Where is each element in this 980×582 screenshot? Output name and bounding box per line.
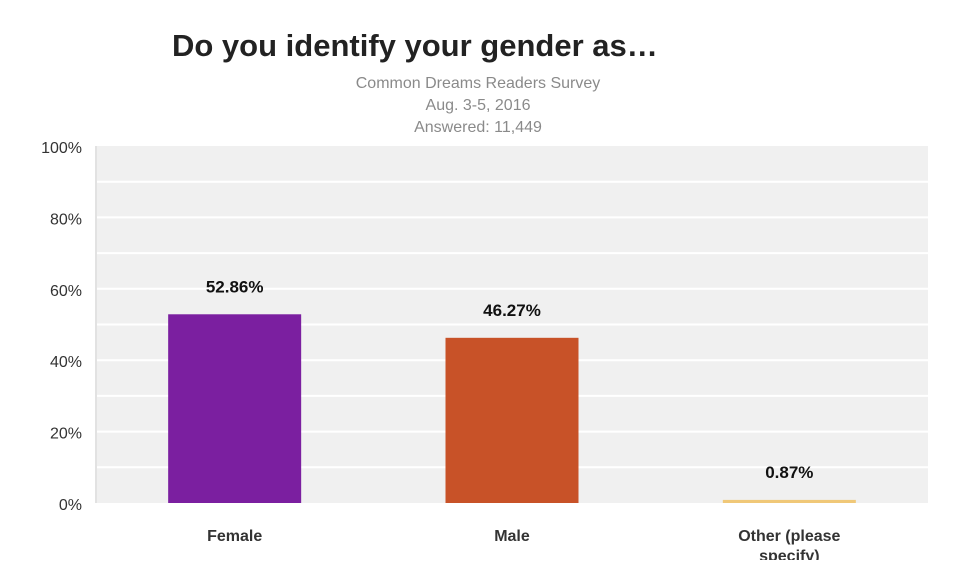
chart-subtitle-date: Aug. 3-5, 2016 <box>425 97 531 114</box>
bar-female <box>168 314 302 503</box>
y-tick-label: 40% <box>50 354 82 371</box>
y-tick-label: 0% <box>59 497 82 514</box>
bar-male <box>445 337 579 503</box>
x-tick-label: Other (please <box>738 528 840 545</box>
y-tick-label: 80% <box>50 211 82 228</box>
bar-other <box>722 499 856 503</box>
x-tick-label: specify) <box>759 548 819 565</box>
y-tick-label: 60% <box>50 283 82 300</box>
y-tick-label: 20% <box>50 426 82 443</box>
y-tick-label: 100% <box>41 140 82 157</box>
data-label: 46.27% <box>483 301 541 320</box>
chart-title: Do you identify your gender as… <box>172 28 658 63</box>
data-label: 52.86% <box>206 277 264 296</box>
chart-subtitle-answered: Answered: 11,449 <box>414 119 542 136</box>
x-tick-label: Male <box>494 528 530 545</box>
x-tick-label: Female <box>207 528 262 545</box>
chart-subtitle-survey: Common Dreams Readers Survey <box>355 75 601 92</box>
data-label: 0.87% <box>765 463 813 482</box>
